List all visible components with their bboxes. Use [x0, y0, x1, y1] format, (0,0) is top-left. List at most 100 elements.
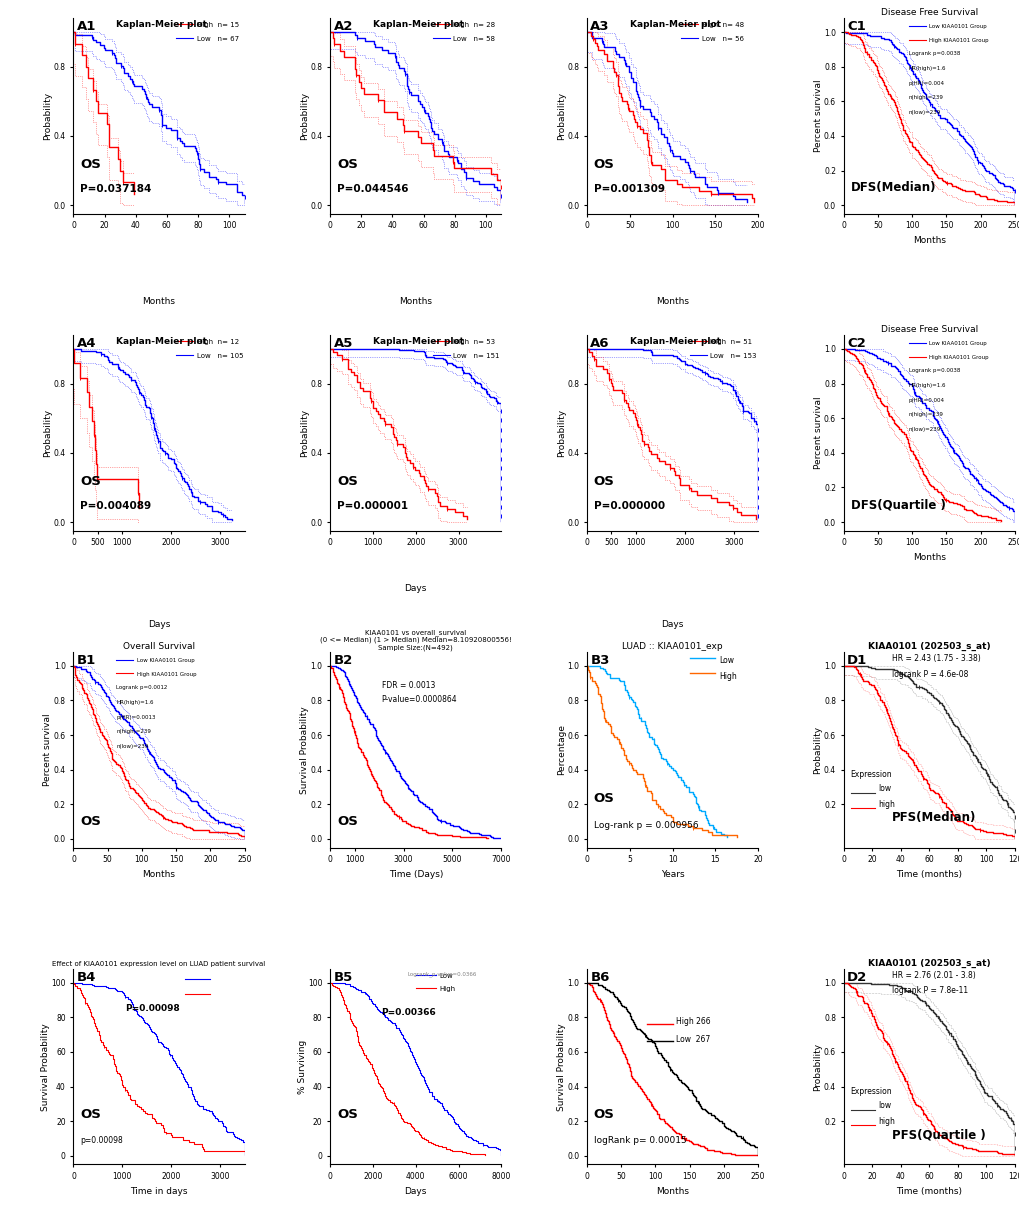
Text: OS: OS	[593, 792, 614, 804]
Text: Expression: Expression	[850, 1087, 892, 1097]
X-axis label: Time (Days): Time (Days)	[388, 870, 442, 878]
Text: PFS(Median): PFS(Median)	[891, 811, 975, 824]
Text: A4: A4	[76, 337, 96, 351]
Text: High KIAA0101 Group: High KIAA0101 Group	[928, 38, 988, 42]
Text: OS: OS	[81, 474, 101, 488]
Text: n(high)=239: n(high)=239	[908, 96, 943, 101]
Text: D1: D1	[847, 654, 866, 667]
Text: HR(high)=1.6: HR(high)=1.6	[908, 67, 946, 72]
Text: High  n= 51: High n= 51	[709, 338, 752, 344]
Text: Months: Months	[143, 297, 175, 306]
Text: Low KIAA0101 Group: Low KIAA0101 Group	[928, 341, 986, 346]
Text: OS: OS	[336, 158, 358, 171]
X-axis label: Time (months): Time (months)	[896, 1186, 961, 1196]
Text: B2: B2	[333, 654, 353, 667]
Text: OS: OS	[593, 1109, 614, 1122]
Text: P=0.001309: P=0.001309	[593, 184, 664, 194]
Text: n(high)=239: n(high)=239	[908, 412, 943, 417]
Text: OS: OS	[336, 815, 358, 828]
Y-axis label: Survival Probability: Survival Probability	[556, 1023, 566, 1111]
Text: Kaplan-Meier plot: Kaplan-Meier plot	[373, 337, 464, 346]
Y-axis label: Probability: Probability	[43, 92, 52, 139]
Text: Low   n= 153: Low n= 153	[709, 353, 756, 359]
Text: Low   n= 105: Low n= 105	[197, 353, 243, 359]
Text: High KIAA0101 Group: High KIAA0101 Group	[928, 354, 988, 359]
Text: Logrank_p-value=0.0366: Logrank_p-value=0.0366	[407, 970, 476, 976]
Text: OS: OS	[336, 1109, 358, 1122]
Text: Logrank p=0.0038: Logrank p=0.0038	[908, 369, 959, 374]
Text: OS: OS	[81, 815, 101, 828]
Text: logrank P = 4.6e-08: logrank P = 4.6e-08	[891, 670, 967, 678]
Y-axis label: Percentage: Percentage	[556, 724, 566, 775]
Text: Low   n= 151: Low n= 151	[453, 353, 499, 359]
Text: DFS(Median): DFS(Median)	[850, 181, 935, 194]
X-axis label: Months: Months	[912, 553, 945, 562]
Text: Kaplan-Meier plot: Kaplan-Meier plot	[373, 21, 464, 29]
Text: High 266: High 266	[676, 1018, 710, 1026]
Text: P=0.000001: P=0.000001	[336, 501, 408, 511]
Y-axis label: Probability: Probability	[556, 92, 566, 139]
Y-axis label: % Surviving: % Surviving	[298, 1040, 307, 1094]
Text: P=0.044546: P=0.044546	[336, 184, 409, 194]
Y-axis label: Probability: Probability	[43, 409, 52, 457]
Text: B3: B3	[590, 654, 609, 667]
Text: OS: OS	[81, 158, 101, 171]
Text: P-value=0.0000864: P-value=0.0000864	[381, 695, 457, 704]
Text: Days: Days	[660, 620, 683, 628]
Text: B4: B4	[76, 970, 96, 984]
Text: D2: D2	[847, 970, 866, 984]
Text: p(HR)=0.004: p(HR)=0.004	[908, 81, 944, 86]
Y-axis label: Percent survival: Percent survival	[813, 80, 821, 153]
Text: n(low)=239: n(low)=239	[116, 744, 149, 748]
Text: high: high	[877, 801, 894, 809]
X-axis label: Months: Months	[143, 870, 175, 878]
Title: Disease Free Survival: Disease Free Survival	[879, 8, 977, 17]
Y-axis label: Probability: Probability	[813, 725, 821, 774]
Text: n(low)=239: n(low)=239	[908, 110, 941, 115]
Y-axis label: Probability: Probability	[556, 409, 566, 457]
Text: Low  267: Low 267	[676, 1035, 709, 1044]
Text: low: low	[877, 1101, 891, 1110]
Title: Effect of KIAA0101 expression level on LUAD patient survival: Effect of KIAA0101 expression level on L…	[52, 961, 265, 967]
X-axis label: Months: Months	[912, 237, 945, 245]
Text: A1: A1	[76, 21, 96, 33]
X-axis label: Months: Months	[655, 1186, 689, 1196]
Text: OS: OS	[336, 474, 358, 488]
Text: Days: Days	[148, 620, 170, 628]
Text: High  n= 48: High n= 48	[701, 22, 743, 28]
Text: OS: OS	[593, 474, 614, 488]
Text: P=0.00366: P=0.00366	[381, 1008, 436, 1016]
Y-axis label: Probability: Probability	[300, 92, 309, 139]
Text: B6: B6	[590, 970, 609, 984]
Text: HR(high)=1.6: HR(high)=1.6	[116, 700, 154, 705]
Text: Low: Low	[439, 973, 453, 979]
Text: Low KIAA0101 Group: Low KIAA0101 Group	[137, 657, 195, 662]
Text: Low KIAA0101 Group: Low KIAA0101 Group	[928, 24, 986, 29]
Text: P=0.004089: P=0.004089	[81, 501, 151, 511]
Title: KIAA0101 (202503_s_at): KIAA0101 (202503_s_at)	[867, 642, 989, 651]
Text: p(HR)=0.0013: p(HR)=0.0013	[116, 714, 156, 719]
Title: LUAD :: KIAA0101_exp: LUAD :: KIAA0101_exp	[622, 642, 722, 651]
Y-axis label: Survival Probability: Survival Probability	[41, 1023, 50, 1111]
Text: A3: A3	[590, 21, 609, 33]
Text: OS: OS	[81, 1109, 101, 1122]
Text: DFS(Quartile ): DFS(Quartile )	[850, 499, 945, 511]
Y-axis label: Percent survival: Percent survival	[813, 397, 821, 469]
Text: low: low	[877, 785, 891, 793]
Text: p(HR)=0.004: p(HR)=0.004	[908, 398, 944, 403]
X-axis label: Days: Days	[405, 1186, 427, 1196]
Text: A2: A2	[333, 21, 353, 33]
Text: n(low)=239: n(low)=239	[908, 427, 941, 432]
Text: logRank p= 0.00015: logRank p= 0.00015	[593, 1135, 686, 1145]
Text: C1: C1	[847, 21, 865, 33]
Text: n(high)=239: n(high)=239	[116, 729, 151, 734]
Text: Low: Low	[718, 656, 733, 665]
Text: OS: OS	[593, 158, 614, 171]
Text: PFS(Quartile ): PFS(Quartile )	[891, 1128, 984, 1141]
Text: Kaplan-Meier plot: Kaplan-Meier plot	[116, 21, 207, 29]
Text: Low   n= 67: Low n= 67	[197, 36, 238, 41]
Y-axis label: Probability: Probability	[300, 409, 309, 457]
Text: P=0.037184: P=0.037184	[81, 184, 152, 194]
Text: P=0.000000: P=0.000000	[593, 501, 664, 511]
Text: A5: A5	[333, 337, 353, 351]
